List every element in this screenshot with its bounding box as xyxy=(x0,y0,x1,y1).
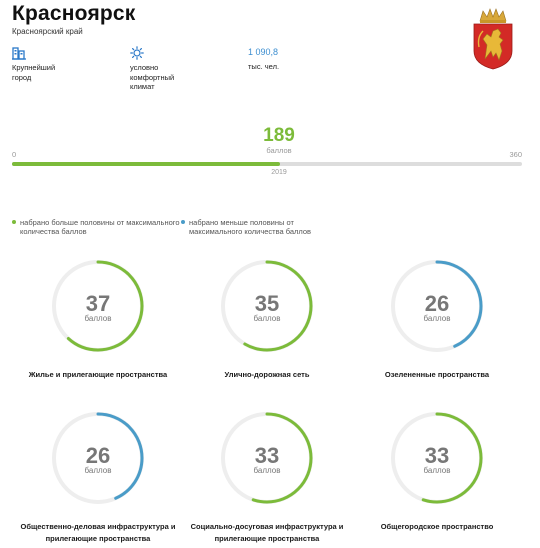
indicator-value: 33 xyxy=(424,443,450,468)
ring-chart xyxy=(391,260,483,352)
ring-progress-arc xyxy=(221,412,313,504)
indicator-ring: 26 баллов xyxy=(387,256,487,368)
page-title: Красноярск xyxy=(12,2,136,25)
fact-line: Крупнейший xyxy=(12,63,56,72)
total-score-value: 189 xyxy=(263,125,295,146)
indicator-card-business[interactable]: 26 баллов Общественно-деловая инфраструк… xyxy=(13,408,183,543)
indicator-card-citywide[interactable]: 33 баллов Общегородское пространство xyxy=(352,408,522,538)
indicator-ring: 35 баллов xyxy=(217,256,317,368)
indicator-value: 33 xyxy=(254,443,280,468)
total-score: 189 баллов 0 360 2019 xyxy=(12,122,522,180)
indicator-label: Социально-досуговая инфраструктура и при… xyxy=(190,522,344,543)
indicator-unit: баллов xyxy=(253,314,281,323)
indicator-label: Озелененные пространства xyxy=(384,370,490,379)
region-name: Красноярский край xyxy=(12,27,83,36)
scale-min: 0 xyxy=(12,150,17,159)
ring-progress-arc xyxy=(52,260,144,352)
score-progress-bar xyxy=(12,162,522,166)
legend-below-half: набрано меньше половины от максимального… xyxy=(181,218,349,236)
ring-progress-arc xyxy=(221,260,313,352)
indicator-card-housing[interactable]: 37 баллов Жилье и прилегающие пространст… xyxy=(13,256,183,386)
indicator-ring: 37 баллов xyxy=(48,256,148,368)
indicator-ring: 26 баллов xyxy=(48,408,148,520)
indicator-card-green-spaces[interactable]: 26 баллов Озелененные пространства xyxy=(352,256,522,386)
indicator-value: 26 xyxy=(85,443,111,468)
fact-climate: условно комфортный климат xyxy=(130,46,174,92)
indicator-unit: баллов xyxy=(84,314,112,323)
sun-icon xyxy=(130,46,174,60)
indicator-label: Улично-дорожная сеть xyxy=(224,370,310,379)
ring-progress-arc xyxy=(391,260,483,352)
indicator-grid: 37 баллов Жилье и прилегающие пространст… xyxy=(0,252,540,548)
indicator-unit: баллов xyxy=(423,466,451,475)
scale-max: 360 xyxy=(509,150,522,159)
fact-population: 1 090,8 тыс. чел. xyxy=(248,46,279,71)
population-value: 1 090,8 xyxy=(248,47,279,57)
fact-line: тыс. чел. xyxy=(248,61,280,71)
indicator-card-roads[interactable]: 35 баллов Улично-дорожная сеть xyxy=(182,256,352,386)
fact-largest-city: Крупнейший город xyxy=(12,46,55,82)
indicator-label: Жилье и прилегающие пространства xyxy=(28,370,168,379)
legend-above-half: набрано больше половины от максимального… xyxy=(12,218,180,236)
legend-text: набрано больше половины от максимального… xyxy=(20,218,180,236)
ring-progress-arc xyxy=(52,412,144,504)
indicator-unit: баллов xyxy=(253,466,281,475)
fact-line: комфортный xyxy=(130,72,175,82)
indicator-ring: 33 баллов xyxy=(217,408,317,520)
indicator-unit: баллов xyxy=(84,466,112,475)
coat-of-arms-icon xyxy=(471,7,515,71)
city-facts: Крупнейший город условно комфортный кли xyxy=(12,46,312,96)
ring-chart xyxy=(221,260,313,352)
ring-progress-arc xyxy=(391,412,483,504)
fact-line: климат xyxy=(130,82,155,91)
blue-dot-icon xyxy=(181,220,185,224)
fact-line: условно xyxy=(130,63,159,72)
indicator-label: Общегородское пространство xyxy=(380,522,494,531)
indicator-card-leisure[interactable]: 33 баллов Социально-досуговая инфраструк… xyxy=(182,408,352,543)
score-year: 2019 xyxy=(271,169,287,176)
ring-chart xyxy=(52,412,144,504)
indicator-unit: баллов xyxy=(423,314,451,323)
score-progress-fill xyxy=(12,162,280,166)
indicator-value: 35 xyxy=(254,291,280,316)
ring-chart xyxy=(52,260,144,352)
indicator-value: 37 xyxy=(85,291,111,316)
ring-chart xyxy=(391,412,483,504)
green-dot-icon xyxy=(12,220,16,224)
indicator-label: Общественно-деловая инфраструктура и при… xyxy=(20,522,176,543)
building-icon xyxy=(12,46,55,60)
indicator-value: 26 xyxy=(424,291,450,316)
ring-chart xyxy=(221,412,313,504)
legend-text: набрано меньше половины от максимального… xyxy=(189,218,312,236)
fact-line: город xyxy=(12,72,32,82)
indicator-ring: 33 баллов xyxy=(387,408,487,520)
total-score-unit: баллов xyxy=(266,146,292,155)
